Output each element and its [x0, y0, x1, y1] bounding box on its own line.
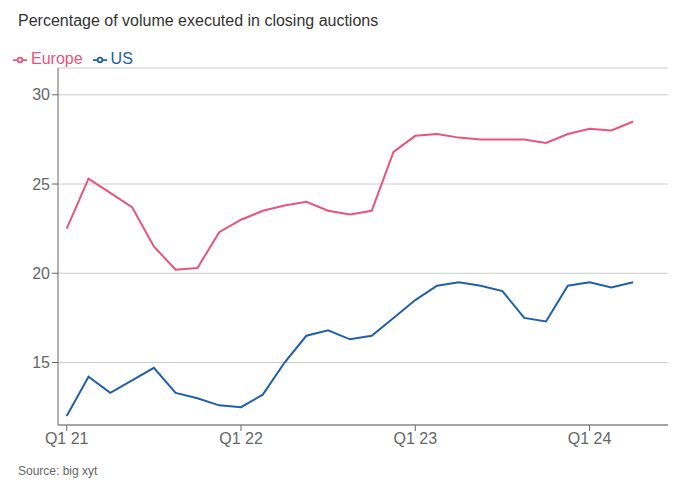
html-text:Percentage of volume executed: Percentage of volume executed in closing…: [18, 12, 379, 29]
html-text:Source: big xyt: Source: big xyt: [18, 464, 98, 478]
svg-text:Q1 24: Q1 24: [568, 430, 612, 447]
svg-text:25: 25: [32, 176, 50, 193]
svg-text:15: 15: [32, 354, 50, 371]
html-text:Europe: Europe: [31, 50, 83, 67]
svg-text:Q1 22: Q1 22: [219, 430, 263, 447]
svg-text:20: 20: [32, 265, 50, 282]
svg-text:Q1 23: Q1 23: [393, 430, 437, 447]
svg-text:30: 30: [32, 86, 50, 103]
svg-text:Q1 21: Q1 21: [45, 430, 89, 447]
html-text:US: US: [110, 50, 133, 67]
